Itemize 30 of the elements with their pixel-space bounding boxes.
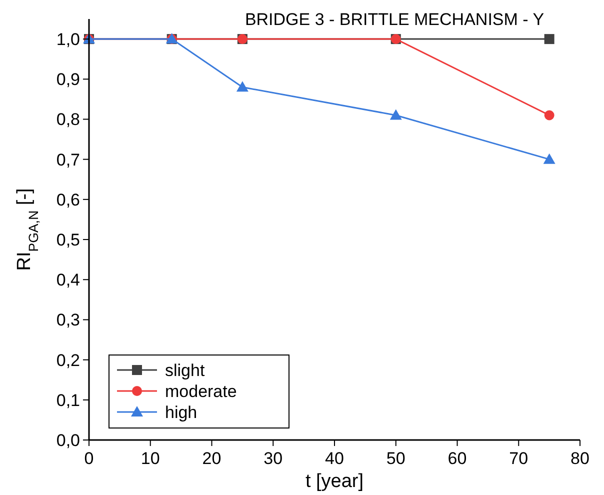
- y-tick-label: 0,1: [56, 390, 80, 410]
- legend-label: moderate: [165, 382, 237, 401]
- y-tick-label: 0,7: [56, 150, 80, 170]
- point: [543, 153, 556, 164]
- chart-title: BRIDGE 3 - BRITTLE MECHANISM - Y: [244, 10, 544, 29]
- x-tick-label: 10: [140, 449, 160, 468]
- point: [390, 109, 402, 120]
- x-tick-label: 50: [386, 449, 406, 468]
- y-tick-label: 0,3: [56, 310, 80, 330]
- x-tick-label: 70: [509, 449, 528, 468]
- y-tick-label: 0,0: [56, 431, 80, 450]
- y-tick-label: 1,0: [56, 30, 80, 50]
- y-tick-label: 0,8: [56, 110, 80, 130]
- x-tick-label: 60: [448, 449, 467, 468]
- x-axis-title: t [year]: [305, 471, 364, 492]
- x-tick-label: 80: [570, 449, 590, 468]
- point: [544, 34, 554, 44]
- x-tick-label: 40: [325, 449, 344, 468]
- y-tick-label: 0,6: [56, 190, 80, 210]
- legend-label: high: [165, 403, 198, 422]
- x-tick-label: 0: [84, 449, 94, 468]
- x-tick-label: 30: [264, 449, 283, 468]
- point: [236, 81, 248, 92]
- y-tick-label: 0,9: [56, 70, 80, 90]
- y-tick-label: 0,5: [56, 230, 80, 250]
- x-tick-label: 20: [202, 449, 222, 468]
- y-tick-label: 0,2: [56, 350, 80, 370]
- legend-label: slight: [165, 361, 205, 380]
- y-tick-label: 0,4: [56, 270, 80, 290]
- point: [544, 110, 554, 120]
